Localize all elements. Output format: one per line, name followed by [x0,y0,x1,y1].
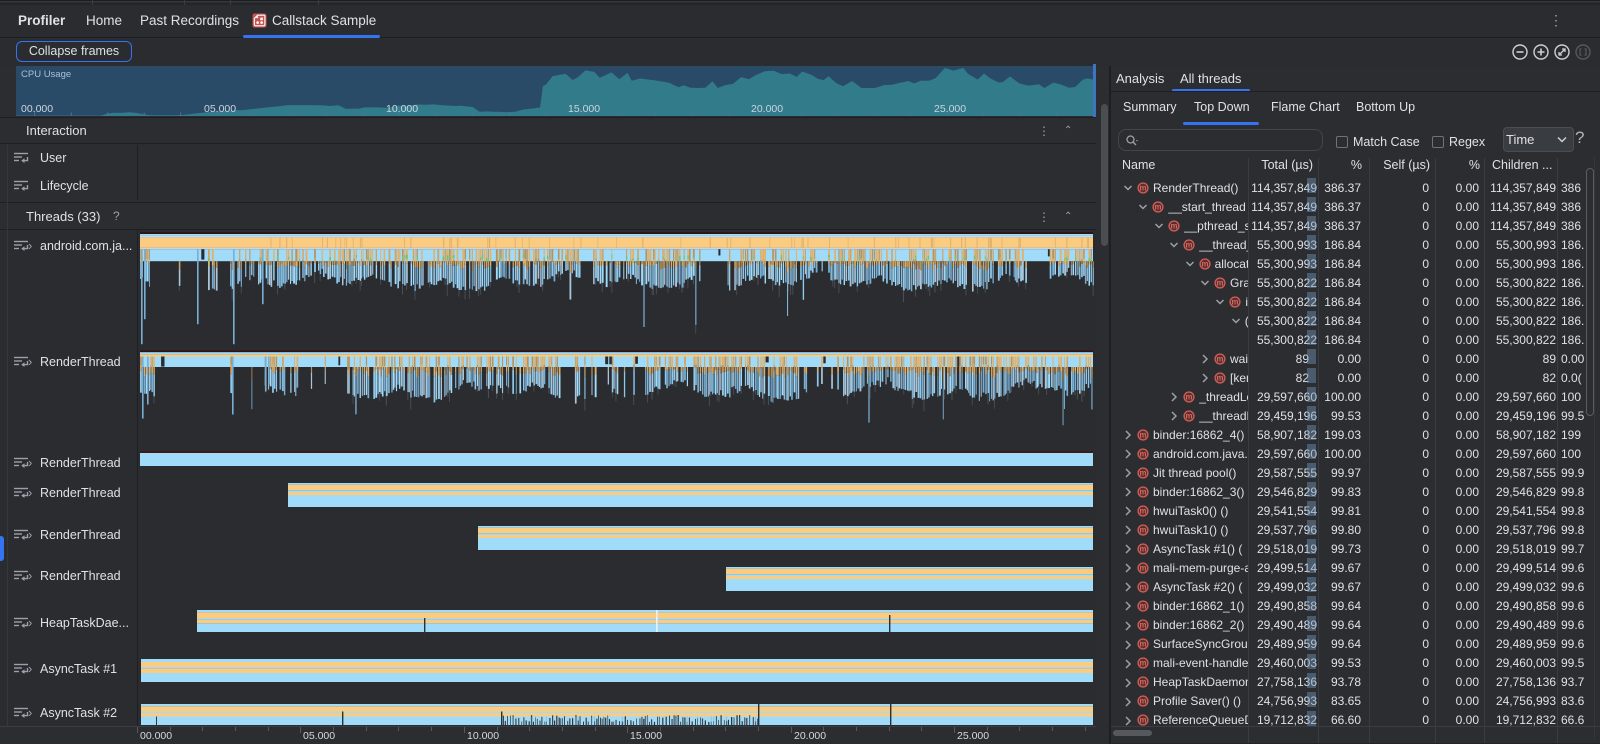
svg-text:m: m [1140,468,1147,477]
svg-text:m: m [1155,202,1162,211]
svg-text:m: m [1232,297,1239,306]
svg-text:m: m [1140,183,1147,192]
svg-text:m: m [1186,411,1193,420]
svg-text:m: m [1217,278,1224,287]
svg-text:m: m [1140,430,1147,439]
svg-text:m: m [1140,601,1147,610]
svg-text:m: m [1140,716,1147,725]
svg-text:m: m [1140,563,1147,572]
svg-text:m: m [1140,582,1147,591]
svg-text:m: m [1140,621,1147,630]
svg-text:m: m [1170,221,1177,230]
svg-text:m: m [1201,259,1208,268]
svg-text:m: m [1217,373,1224,382]
svg-text:m: m [1186,240,1193,249]
svg-text:m: m [1140,659,1147,668]
svg-text:m: m [1140,697,1147,706]
svg-text:m: m [1140,449,1147,458]
svg-text:m: m [1140,678,1147,687]
svg-text:m: m [1140,506,1147,515]
svg-text:m: m [1140,544,1147,553]
svg-text:m: m [1140,487,1147,496]
svg-text:m: m [1140,640,1147,649]
svg-text:m: m [1217,354,1224,363]
svg-text:m: m [1140,525,1147,534]
svg-text:m: m [1186,392,1193,401]
